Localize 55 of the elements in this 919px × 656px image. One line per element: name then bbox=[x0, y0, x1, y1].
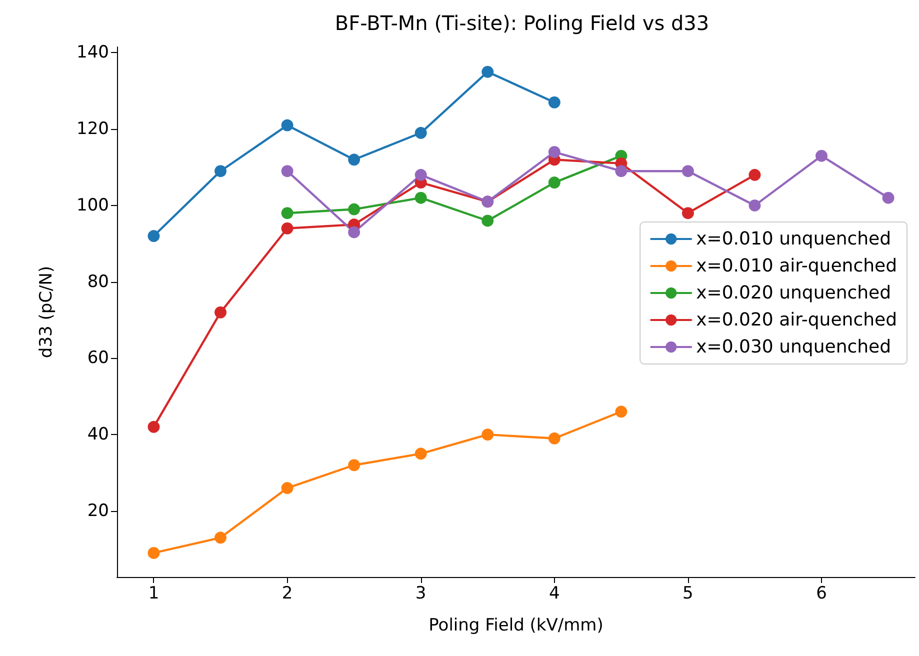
point bbox=[214, 532, 227, 544]
y-tick-label: 40 bbox=[87, 424, 109, 445]
x-tick-label: 4 bbox=[548, 584, 560, 604]
legend-label: x=0.020 unquenched bbox=[696, 282, 892, 304]
y-tick-label: 120 bbox=[76, 119, 109, 140]
point bbox=[682, 165, 694, 178]
point bbox=[482, 66, 494, 78]
point bbox=[548, 146, 560, 158]
point bbox=[748, 168, 761, 181]
point bbox=[281, 119, 294, 132]
point bbox=[214, 306, 227, 318]
point bbox=[348, 203, 360, 216]
point bbox=[281, 222, 294, 234]
legend-label: x=0.010 unquenched bbox=[696, 228, 892, 250]
point bbox=[148, 230, 160, 242]
point bbox=[281, 165, 294, 178]
point bbox=[548, 176, 560, 189]
point bbox=[148, 420, 160, 433]
y-tick-label: 60 bbox=[87, 348, 109, 368]
y-tick-label: 20 bbox=[87, 500, 109, 521]
point bbox=[615, 406, 628, 418]
point bbox=[414, 126, 427, 139]
x-tick-label: 3 bbox=[415, 584, 426, 604]
point bbox=[348, 154, 360, 166]
point bbox=[414, 168, 427, 181]
point bbox=[214, 165, 227, 178]
x-tick-label: 5 bbox=[682, 584, 694, 604]
point bbox=[882, 192, 894, 204]
point bbox=[748, 199, 761, 212]
legend-label: x=0.010 air-quenched bbox=[696, 256, 898, 276]
x-axis-title: Poling Field (kV/mm) bbox=[428, 616, 604, 636]
point bbox=[348, 459, 360, 472]
x-tick-label: 2 bbox=[282, 584, 293, 604]
point bbox=[482, 214, 494, 227]
chart-title: BF-BT-Mn (Ti-site): Poling Field vs d33 bbox=[334, 11, 710, 35]
point bbox=[148, 546, 160, 559]
y-tick-label: 100 bbox=[76, 195, 109, 216]
point bbox=[816, 150, 828, 162]
point bbox=[348, 226, 360, 238]
point bbox=[281, 207, 294, 220]
y-tick-label: 80 bbox=[87, 272, 109, 292]
point bbox=[548, 432, 560, 444]
legend-label: x=0.020 air-quenched bbox=[696, 310, 898, 330]
x-tick-label: 6 bbox=[816, 584, 827, 604]
point bbox=[414, 448, 427, 460]
point bbox=[482, 428, 494, 441]
point bbox=[682, 207, 694, 220]
point bbox=[548, 96, 560, 108]
point bbox=[615, 165, 628, 178]
x-tick-label: 1 bbox=[148, 584, 160, 604]
legend-label: x=0.030 unquenched bbox=[696, 336, 892, 358]
y-tick-label: 140 bbox=[76, 42, 109, 63]
point bbox=[281, 482, 294, 494]
y-axis-title: d33 (pC/N) bbox=[36, 266, 56, 358]
point bbox=[414, 192, 427, 204]
